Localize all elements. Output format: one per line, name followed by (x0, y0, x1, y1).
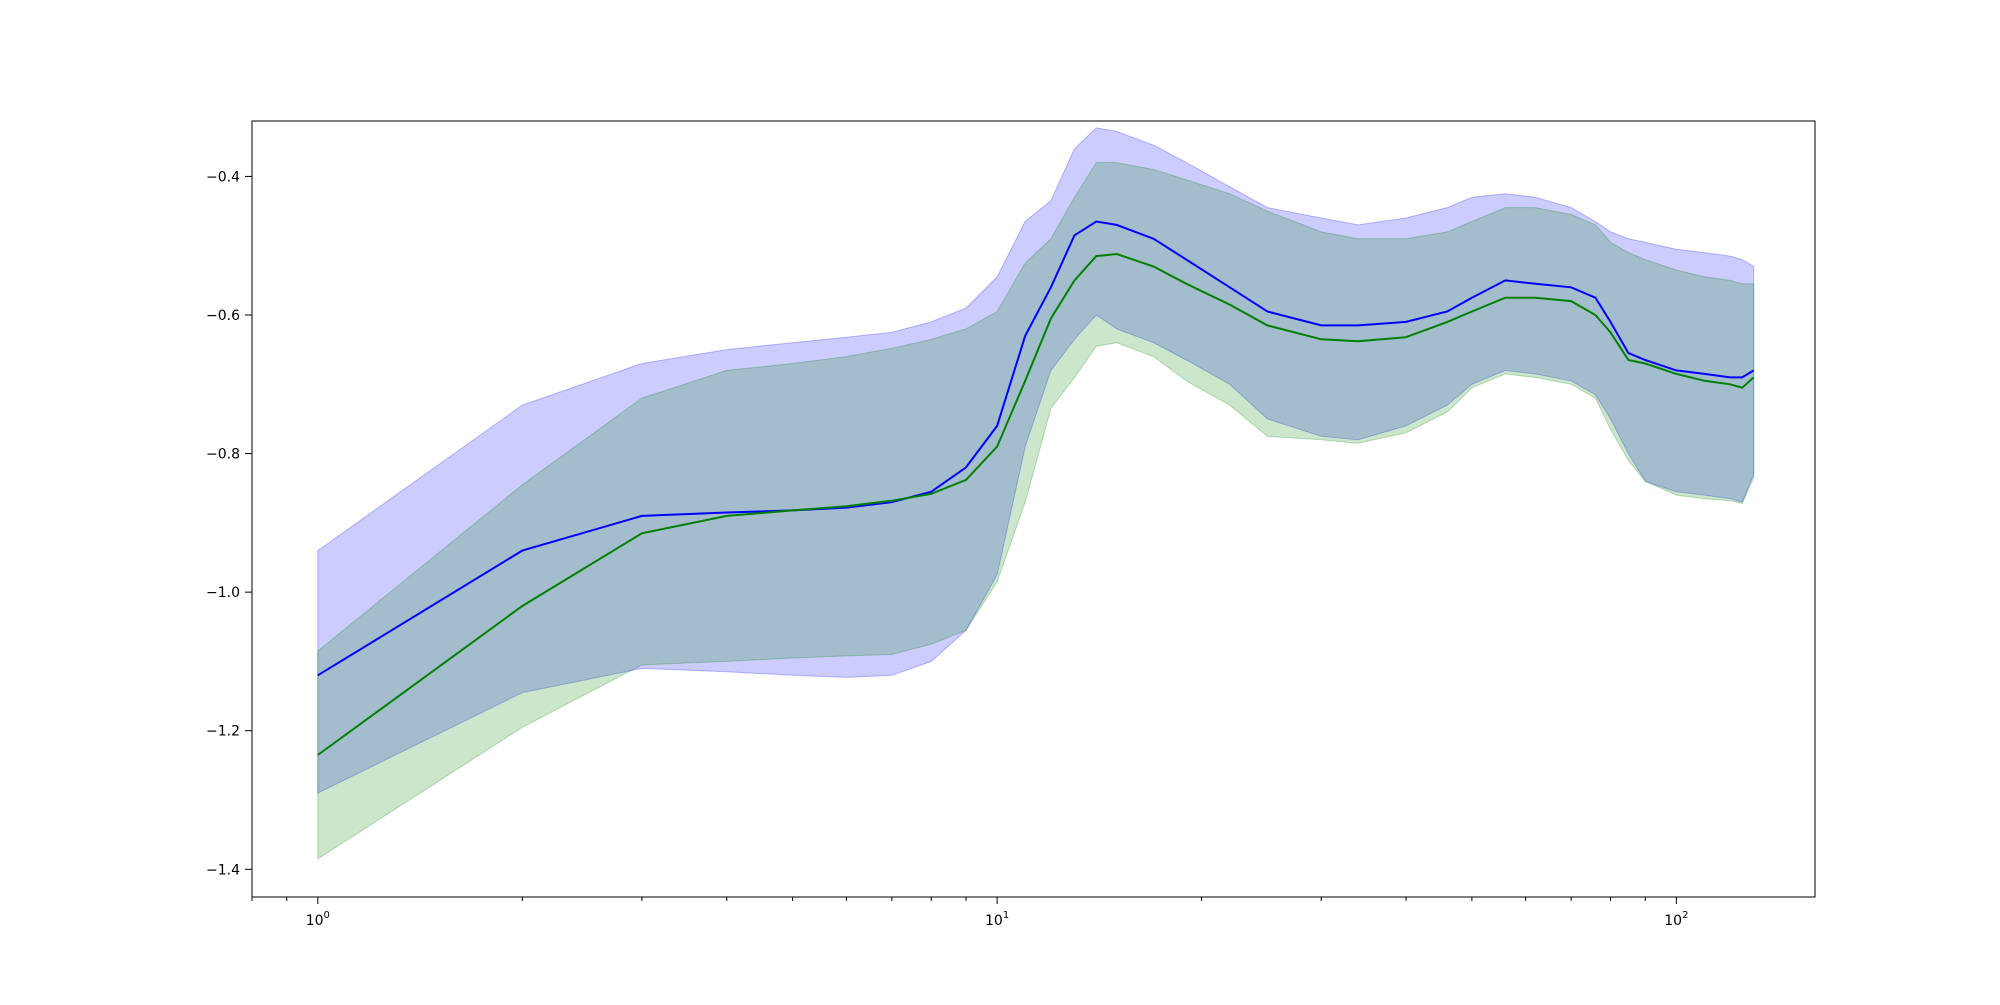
plot-frame (251, 120, 1816, 898)
y-tick-label: −0.6 (206, 308, 240, 324)
series-1-line (317, 220, 1755, 677)
x-tick-label: 100 (306, 910, 330, 929)
y-tick-label: −1.0 (206, 585, 240, 601)
x-tick-label: 101 (985, 910, 1009, 929)
y-axis: −0.4 −0.6 −0.8 −1.0 −1.2 −1.4 (206, 169, 252, 878)
y-tick-label: −1.4 (206, 862, 240, 878)
confidence-bands (317, 127, 1755, 860)
series-lines (317, 220, 1755, 756)
y-tick-label: −0.4 (206, 169, 240, 185)
x-axis: 100 101 102 (251, 897, 1688, 929)
y-tick-label: −1.2 (206, 724, 240, 740)
series-2-band (317, 162, 1755, 860)
series-1-band (317, 127, 1755, 794)
y-tick-label: −0.8 (206, 447, 240, 463)
x-tick-label: 102 (1664, 910, 1688, 929)
series-2-line (317, 252, 1755, 756)
